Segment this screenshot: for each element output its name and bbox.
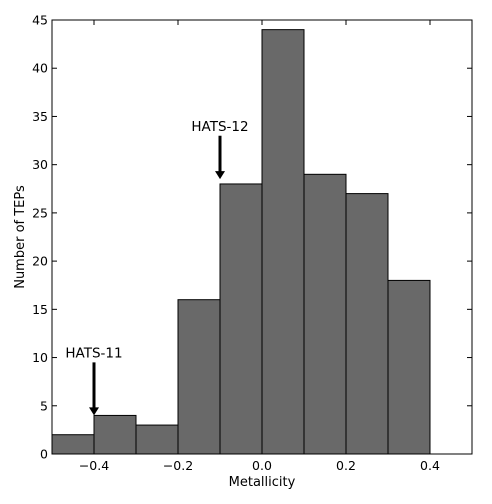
annotation-label: HATS-11 xyxy=(65,346,122,362)
histogram-bar xyxy=(345,193,389,455)
x-axis-label: Metallicity xyxy=(229,475,296,490)
y-tick-label: 25 xyxy=(32,205,48,220)
y-tick-label: 30 xyxy=(32,157,48,172)
x-tick-label: 0.2 xyxy=(336,458,356,473)
histogram-bar xyxy=(51,434,95,455)
y-tick-label: 35 xyxy=(32,109,48,124)
y-tick-label: 0 xyxy=(40,447,48,462)
y-tick-label: 45 xyxy=(32,13,48,28)
y-axis-label: Number of TEPs xyxy=(13,185,28,289)
x-axis-ticks: −0.4 −0.2 0.0 0.2 0.4 xyxy=(79,20,440,473)
y-tick-label: 20 xyxy=(32,254,48,269)
x-tick-label: −0.2 xyxy=(163,458,193,473)
y-tick-label: 5 xyxy=(40,398,48,413)
y-tick-label: 10 xyxy=(32,350,48,365)
y-tick-label: 40 xyxy=(32,61,48,76)
annotations: HATS-11 HATS-12 xyxy=(65,119,249,416)
bars xyxy=(51,29,431,455)
arrow-down-icon xyxy=(89,407,99,416)
x-tick-label: 0.0 xyxy=(252,458,272,473)
arrow-down-icon xyxy=(215,171,225,180)
histogram-bar xyxy=(387,279,431,455)
histogram-bar xyxy=(93,414,137,455)
histogram-bar xyxy=(219,183,263,455)
annotation-label: HATS-12 xyxy=(191,119,248,135)
caption-fragment xyxy=(6,493,492,504)
y-tick-label: 15 xyxy=(32,302,48,317)
metallicity-histogram: HATS-11 HATS-12 −0.4 −0.2 0.0 0.2 0.4 0 5 10 15 2… xyxy=(13,13,473,490)
histogram-bar xyxy=(303,173,347,455)
histogram-bar xyxy=(177,299,221,455)
y-axis-ticks: 0 5 10 15 20 25 30 35 40 45 xyxy=(32,13,472,462)
histogram-bar xyxy=(135,424,179,455)
histogram-bar xyxy=(261,29,305,455)
x-tick-label: 0.4 xyxy=(420,458,440,473)
x-tick-label: −0.4 xyxy=(79,458,109,473)
